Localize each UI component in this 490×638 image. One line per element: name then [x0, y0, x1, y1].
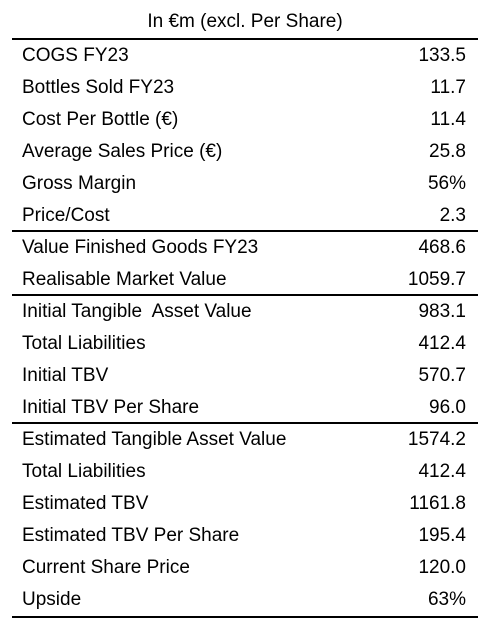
row-label: Value Finished Goods FY23	[22, 237, 259, 258]
table-row: Estimated Tangible Asset Value 1574.2	[12, 424, 478, 456]
row-label: Estimated TBV	[22, 493, 149, 514]
row-label: Gross Margin	[22, 173, 137, 194]
row-value: 195.4	[418, 525, 466, 546]
table-row: Initial Tangible Asset Value 983.1	[12, 296, 478, 328]
row-value: 133.5	[418, 45, 466, 66]
row-label: Price/Cost	[22, 205, 110, 226]
row-value: 468.6	[418, 237, 466, 258]
table-row: COGS FY23 133.5	[12, 40, 478, 72]
row-value: 1059.7	[407, 269, 466, 290]
row-label: Initial TBV Per Share	[22, 397, 200, 418]
table-row: Realisable Market Value 1059.7	[12, 264, 478, 296]
row-value: 11.4	[430, 109, 466, 130]
table-row: Price/Cost 2.3	[12, 200, 478, 232]
row-label: Bottles Sold FY23	[22, 77, 175, 98]
table-row: Bottles Sold FY23 11.7	[12, 72, 478, 104]
row-value: 983.1	[418, 301, 466, 322]
row-label: Estimated Tangible Asset Value	[22, 429, 287, 450]
row-value: 11.7	[430, 77, 466, 98]
row-label: Upside	[22, 589, 82, 610]
row-label: Total Liabilities	[22, 333, 146, 354]
row-value: 63%	[427, 589, 466, 610]
table-row: Total Liabilities 412.4	[12, 456, 478, 488]
table-row: Initial TBV Per Share 96.0	[12, 392, 478, 424]
row-value: 1161.8	[409, 493, 466, 514]
row-label: Estimated TBV Per Share	[22, 525, 240, 546]
row-value: 56%	[427, 173, 466, 194]
table-row: Cost Per Bottle (€) 11.4	[12, 104, 478, 136]
table-row: Upside 63%	[12, 584, 478, 616]
row-label: Initial Tangible Asset Value	[22, 301, 252, 322]
table-row: Average Sales Price (€) 25.8	[12, 136, 478, 168]
table-header: In €m (excl. Per Share)	[147, 11, 343, 32]
valuation-table: COGS FY23 133.5 Bottles Sold FY23 11.7 C…	[12, 38, 478, 618]
row-label: Realisable Market Value	[22, 269, 227, 290]
row-label: Total Liabilities	[22, 461, 146, 482]
row-label: Current Share Price	[22, 557, 190, 578]
table-row: Estimated TBV 1161.8	[12, 488, 478, 520]
table-row: Value Finished Goods FY23 468.6	[12, 232, 478, 264]
row-value: 25.8	[429, 141, 466, 162]
row-value: 2.3	[439, 205, 466, 226]
row-value: 412.4	[418, 333, 466, 354]
table-row: Initial TBV 570.7	[12, 360, 478, 392]
table-row: Estimated TBV Per Share 195.4	[12, 520, 478, 552]
row-value: 570.7	[418, 365, 466, 386]
table-row: Gross Margin 56%	[12, 168, 478, 200]
row-label: Cost Per Bottle (€)	[22, 109, 179, 130]
table-row: Current Share Price 120.0	[12, 552, 478, 584]
table-row: Total Liabilities 412.4	[12, 328, 478, 360]
row-value: 96.0	[429, 397, 466, 418]
row-value: 1574.2	[407, 429, 466, 450]
row-value: 412.4	[418, 461, 466, 482]
row-value: 120.0	[418, 557, 466, 578]
row-label: Initial TBV	[22, 365, 109, 386]
row-label: COGS FY23	[22, 45, 129, 66]
row-label: Average Sales Price (€)	[22, 141, 223, 162]
